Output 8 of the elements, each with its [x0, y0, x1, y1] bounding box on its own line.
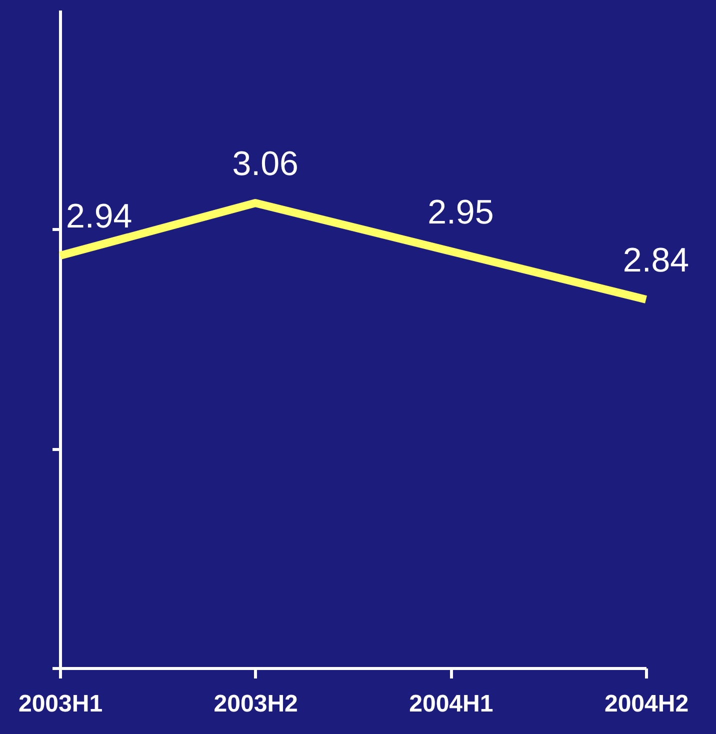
- x-tick-label: 2004H1: [409, 690, 494, 718]
- x-tick-label: 2004H2: [604, 690, 689, 718]
- data-label: 2.84: [622, 242, 690, 280]
- data-label: 2.94: [66, 198, 132, 236]
- x-tick-label: 2003H1: [18, 690, 103, 718]
- data-label: 3.06: [232, 145, 298, 184]
- x-tick-label: 2003H2: [214, 690, 298, 718]
- data-label: 2.95: [428, 193, 494, 232]
